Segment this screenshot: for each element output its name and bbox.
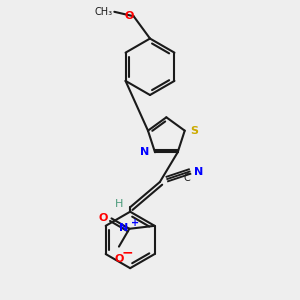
Text: O: O [114,254,124,264]
Text: O: O [124,11,134,21]
Text: S: S [190,126,198,136]
Text: N: N [140,147,150,157]
Text: +: + [130,218,139,228]
Text: CH₃: CH₃ [95,7,113,17]
Text: H: H [115,199,124,209]
Text: C: C [184,173,191,183]
Text: −: − [122,245,133,259]
Text: O: O [99,213,108,224]
Text: N: N [118,223,128,233]
Text: N: N [194,167,203,177]
